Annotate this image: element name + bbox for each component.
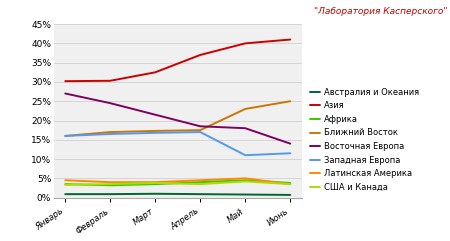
- Text: "Лаборатория Касперского": "Лаборатория Касперского": [314, 7, 448, 16]
- Legend: Австралия и Океания, Азия, Африка, Ближний Восток, Восточная Европа, Западная Ев: Австралия и Океания, Азия, Африка, Ближн…: [310, 88, 418, 192]
